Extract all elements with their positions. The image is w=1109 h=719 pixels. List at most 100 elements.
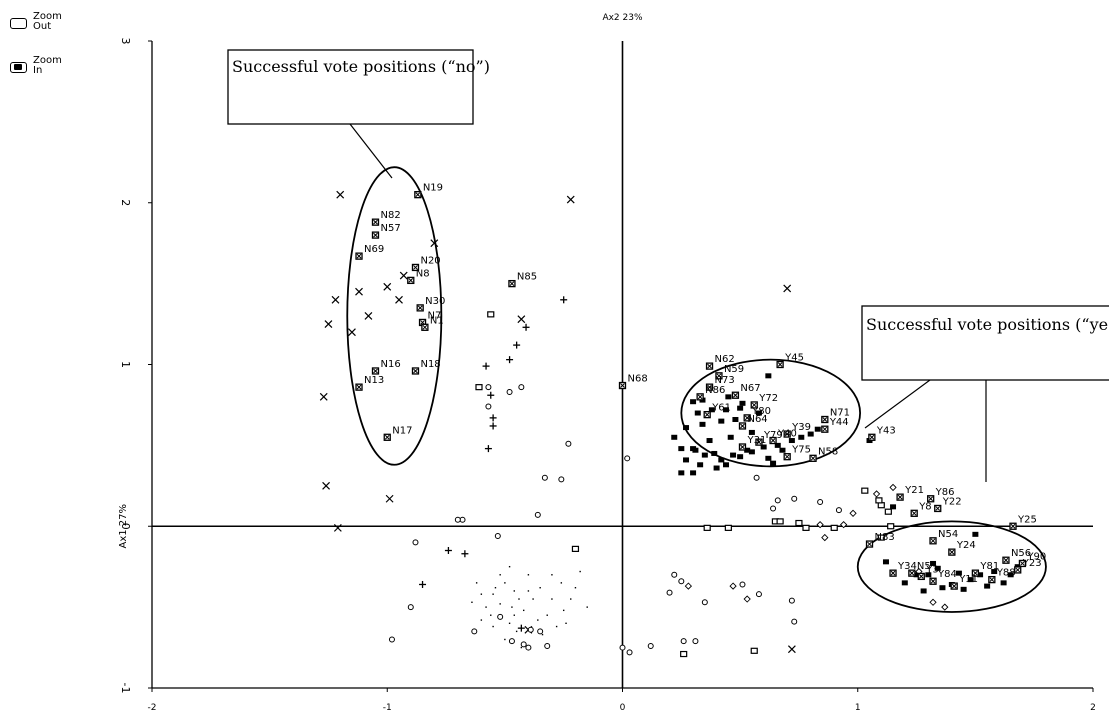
point-label: Y22 [942,496,962,507]
point-label: N54 [938,529,958,540]
cross-marker [783,284,792,293]
circle-marker [624,455,631,462]
y-tick-label: 2 [119,199,132,206]
point-label: N20 [420,255,440,266]
dot-marker [485,606,487,608]
cross-marker [324,320,333,328]
circle-marker [666,589,673,596]
point-label: Y84 [937,569,957,580]
filled-square-marker [718,457,725,463]
callout-no-text: Successful vote positions (“no”) [232,57,490,76]
filled-square-marker [671,434,678,440]
dot-marker [570,598,572,600]
callout-yes-pointer [864,379,931,429]
dot-marker [586,606,588,608]
circle-marker [506,388,513,395]
labeled-point-marker [1002,556,1010,564]
point-label: N83 [875,532,895,543]
square-marker [571,545,580,552]
point-label: Y24 [956,540,976,551]
zoom-out-button[interactable]: Zoom Out [10,12,62,32]
filled-square-marker [683,425,690,431]
circle-marker [388,636,395,643]
x-tick-label: 2 [1090,703,1096,713]
dot-marker [515,630,518,633]
labeled-point-x [911,510,917,516]
circle-marker [527,626,534,633]
square-marker [680,650,688,658]
labeled-point-x [509,281,515,286]
labeled-point-marker [821,425,829,433]
square-marker [877,502,885,509]
zoom-in-button[interactable]: Zoom In [10,56,62,76]
circle-marker [671,571,678,578]
square-marker [487,311,495,318]
point-label: N17 [392,425,412,436]
labeled-point-marker [908,569,916,577]
labeled-point-marker [988,575,996,584]
dot-marker [480,593,483,595]
point-label: N30 [425,296,445,307]
labeled-point-x [373,219,378,225]
labeled-point-x [620,383,625,388]
y-tick-label: 0 [119,523,132,530]
circle-marker [692,638,699,645]
circle-marker [520,641,527,648]
labeled-point-marker [411,367,420,375]
labeled-point-x [935,506,941,511]
square-marker [875,497,883,504]
callout-yes-text: Successful vote positions (“yes”) [866,315,1109,334]
labeled-point-x [1010,523,1016,529]
point-label: Y31 [746,435,766,446]
cross-marker [364,312,373,320]
cross-stroke [336,190,345,199]
labeled-point-marker [738,422,747,430]
labeled-point-x [822,426,828,432]
circle-marker [835,507,842,514]
dot-marker [508,565,511,568]
filled-square-marker [934,565,941,571]
cluster-ellipse [680,358,862,468]
point-label: N86 [705,385,725,396]
point-label: N19 [423,183,443,194]
circle-marker [534,511,541,518]
labeled-point-x [1015,567,1021,573]
dot-marker [518,598,520,600]
point-label: Y72 [758,393,778,404]
labeled-point-marker [508,279,516,288]
circle-marker [680,638,687,645]
labeled-point-marker [755,438,763,446]
point-label: N64 [747,414,767,425]
cross-stroke [385,494,394,503]
filled-square-marker [765,455,772,461]
labeled-point-marker [948,548,956,556]
labeled-point-x [415,192,421,198]
labeled-point-marker [971,569,980,577]
filled-square-marker [732,416,739,422]
circle-marker [647,642,654,649]
circle-marker [497,613,504,620]
filled-square-marker [727,434,734,440]
labeled-point-x [420,320,425,325]
point-label: N82 [380,210,400,221]
point-label: N8 [416,268,430,279]
labeled-point-x [869,434,875,440]
point-label: Y81 [979,561,999,572]
filled-square-marker [913,572,920,578]
filled-square-marker [701,452,708,458]
labeled-point-marker [783,430,791,438]
circle-marker [791,618,798,625]
point-label: Y3 [925,564,938,575]
plus-marker [444,547,452,555]
labeled-point-x [413,368,418,374]
labeled-point-x [897,494,903,500]
filled-square-marker [788,438,795,444]
circle-marker [544,642,551,649]
point-label: N69 [364,244,384,255]
square-marker [776,518,784,525]
labeled-point-x [373,232,378,238]
dot-marker [511,606,513,608]
cross-stroke [517,315,526,324]
labeled-point-marker [371,231,380,239]
plus-marker [489,414,497,422]
